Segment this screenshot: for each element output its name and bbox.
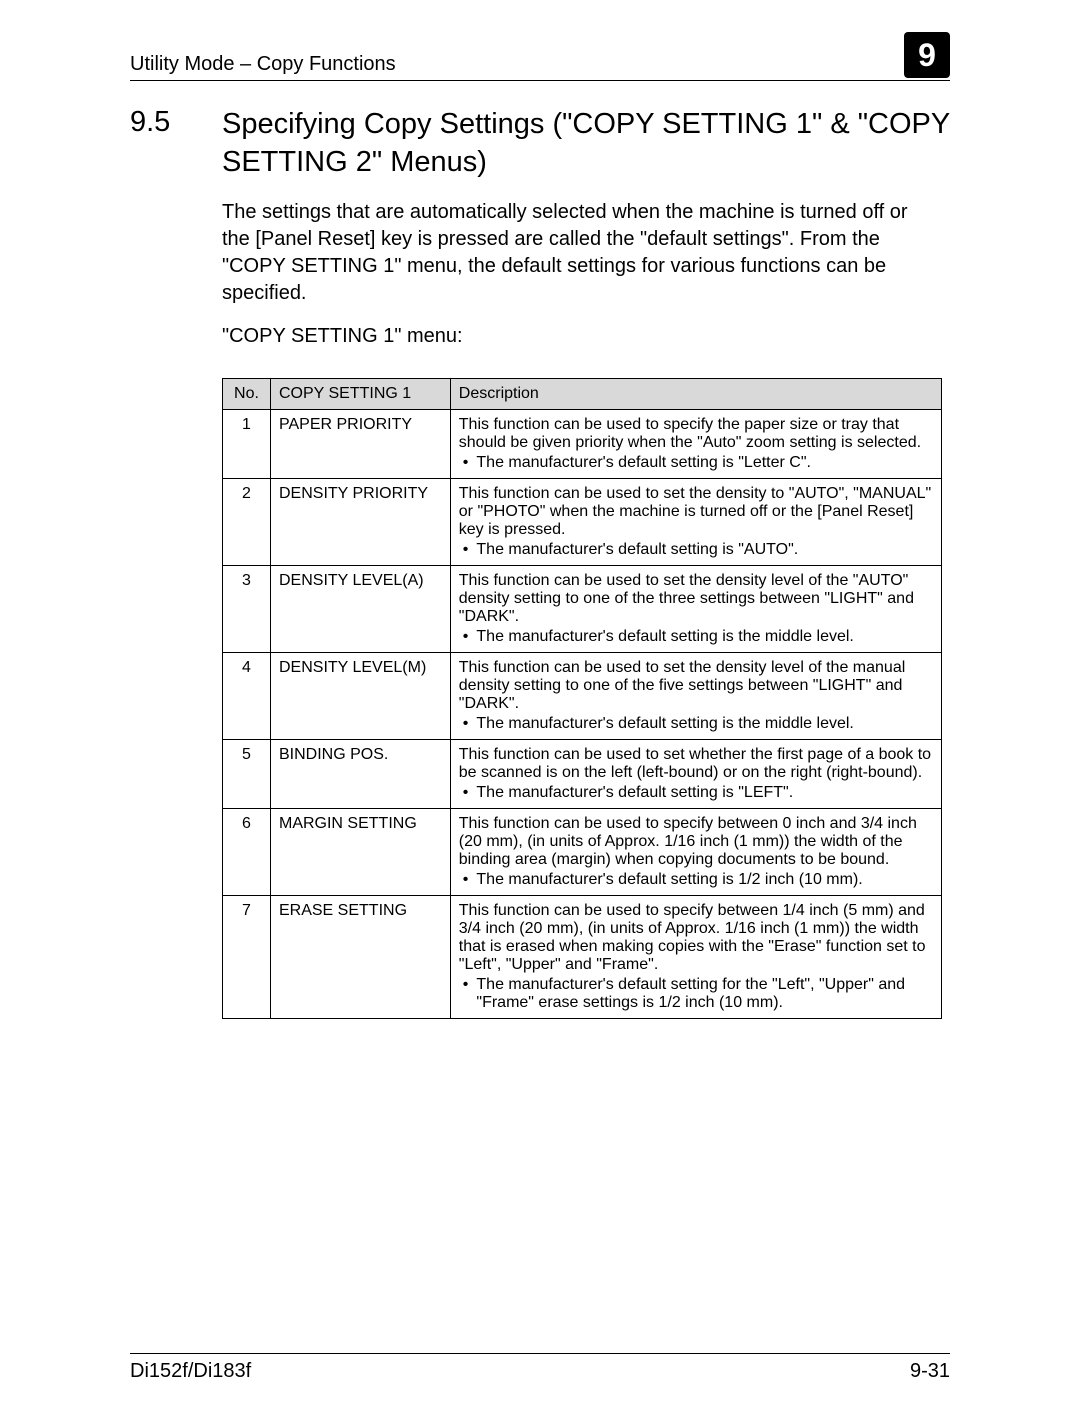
- page-header: Utility Mode – Copy Functions 9: [130, 50, 950, 81]
- desc-main: This function can be used to set the den…: [459, 659, 933, 713]
- desc-bullet: • The manufacturer's default setting is 1…: [459, 871, 933, 889]
- section-title: Specifying Copy Settings ("COPY SETTING …: [222, 106, 950, 181]
- table-row: 3 DENSITY LEVEL(A) This function can be …: [223, 566, 942, 653]
- section-number: 9.5: [130, 106, 190, 181]
- cell-no: 6: [223, 809, 271, 896]
- bullet-icon: •: [463, 871, 469, 889]
- cell-description: This function can be used to set the den…: [450, 479, 941, 566]
- desc-main: This function can be used to set the den…: [459, 485, 933, 539]
- cell-description: This function can be used to specify the…: [450, 410, 941, 479]
- cell-description: This function can be used to set whether…: [450, 740, 941, 809]
- cell-setting: DENSITY LEVEL(A): [270, 566, 450, 653]
- bullet-icon: •: [463, 715, 469, 733]
- desc-bullet: • The manufacturer's default setting is t…: [459, 715, 933, 733]
- bullet-icon: •: [463, 976, 469, 1012]
- desc-main: This function can be used to specify bet…: [459, 815, 933, 869]
- desc-bullet: •The manufacturer's default setting for …: [459, 976, 933, 1012]
- table-row: 5 BINDING POS. This function can be used…: [223, 740, 942, 809]
- desc-bullet: • The manufacturer's default setting is "…: [459, 784, 933, 802]
- page: Utility Mode – Copy Functions 9 9.5 Spec…: [0, 0, 1080, 1423]
- desc-bullet-text: The manufacturer's default setting for t…: [476, 976, 933, 1012]
- cell-no: 4: [223, 653, 271, 740]
- desc-bullet-text: The manufacturer's default setting is "L…: [476, 784, 793, 802]
- cell-setting: BINDING POS.: [270, 740, 450, 809]
- desc-bullet: • The manufacturer's default setting is "…: [459, 541, 933, 559]
- desc-main: This function can be used to set whether…: [459, 746, 933, 782]
- chapter-number-badge: 9: [904, 32, 950, 78]
- footer-page-number: 9-31: [910, 1360, 950, 1383]
- desc-main: This function can be used to specify the…: [459, 416, 933, 452]
- bullet-icon: •: [463, 628, 469, 646]
- desc-bullet-text: The manufacturer's default setting is th…: [476, 715, 853, 733]
- table-row: 2 DENSITY PRIORITY This function can be …: [223, 479, 942, 566]
- desc-main: This function can be used to set the den…: [459, 572, 933, 626]
- desc-bullet: • The manufacturer's default setting is t…: [459, 628, 933, 646]
- bullet-icon: •: [463, 541, 469, 559]
- bullet-icon: •: [463, 784, 469, 802]
- desc-bullet-text: The manufacturer's default setting is 1/…: [476, 871, 862, 889]
- cell-description: This function can be used to set the den…: [450, 653, 941, 740]
- cell-no: 7: [223, 896, 271, 1019]
- desc-bullet: • The manufacturer's default setting is "…: [459, 454, 933, 472]
- cell-setting: PAPER PRIORITY: [270, 410, 450, 479]
- cell-no: 1: [223, 410, 271, 479]
- bullet-icon: •: [463, 454, 469, 472]
- table-row: 1 PAPER PRIORITY This function can be us…: [223, 410, 942, 479]
- table-body: 1 PAPER PRIORITY This function can be us…: [223, 410, 942, 1019]
- breadcrumb: Utility Mode – Copy Functions: [130, 53, 396, 76]
- cell-description: This function can be used to specify bet…: [450, 896, 941, 1019]
- cell-no: 5: [223, 740, 271, 809]
- cell-no: 3: [223, 566, 271, 653]
- cell-setting: ERASE SETTING: [270, 896, 450, 1019]
- page-footer: Di152f/Di183f 9-31: [130, 1353, 950, 1383]
- copy-setting-table: No. COPY SETTING 1 Description 1 PAPER P…: [222, 378, 942, 1019]
- table-row: 4 DENSITY LEVEL(M) This function can be …: [223, 653, 942, 740]
- col-header-no: No.: [223, 379, 271, 410]
- footer-model: Di152f/Di183f: [130, 1360, 251, 1383]
- desc-main: This function can be used to specify bet…: [459, 902, 933, 974]
- menu-label: "COPY SETTING 1" menu:: [222, 325, 950, 348]
- table-row: 6 MARGIN SETTING This function can be us…: [223, 809, 942, 896]
- section-heading: 9.5 Specifying Copy Settings ("COPY SETT…: [130, 106, 950, 181]
- cell-description: This function can be used to set the den…: [450, 566, 941, 653]
- intro-paragraph: The settings that are automatically sele…: [222, 199, 922, 307]
- desc-bullet-text: The manufacturer's default setting is th…: [476, 628, 853, 646]
- cell-no: 2: [223, 479, 271, 566]
- desc-bullet-text: The manufacturer's default setting is "L…: [476, 454, 811, 472]
- cell-setting: MARGIN SETTING: [270, 809, 450, 896]
- table-row: 7 ERASE SETTING This function can be use…: [223, 896, 942, 1019]
- cell-description: This function can be used to specify bet…: [450, 809, 941, 896]
- table-header-row: No. COPY SETTING 1 Description: [223, 379, 942, 410]
- cell-setting: DENSITY LEVEL(M): [270, 653, 450, 740]
- col-header-description: Description: [450, 379, 941, 410]
- col-header-setting: COPY SETTING 1: [270, 379, 450, 410]
- cell-setting: DENSITY PRIORITY: [270, 479, 450, 566]
- desc-bullet-text: The manufacturer's default setting is "A…: [476, 541, 798, 559]
